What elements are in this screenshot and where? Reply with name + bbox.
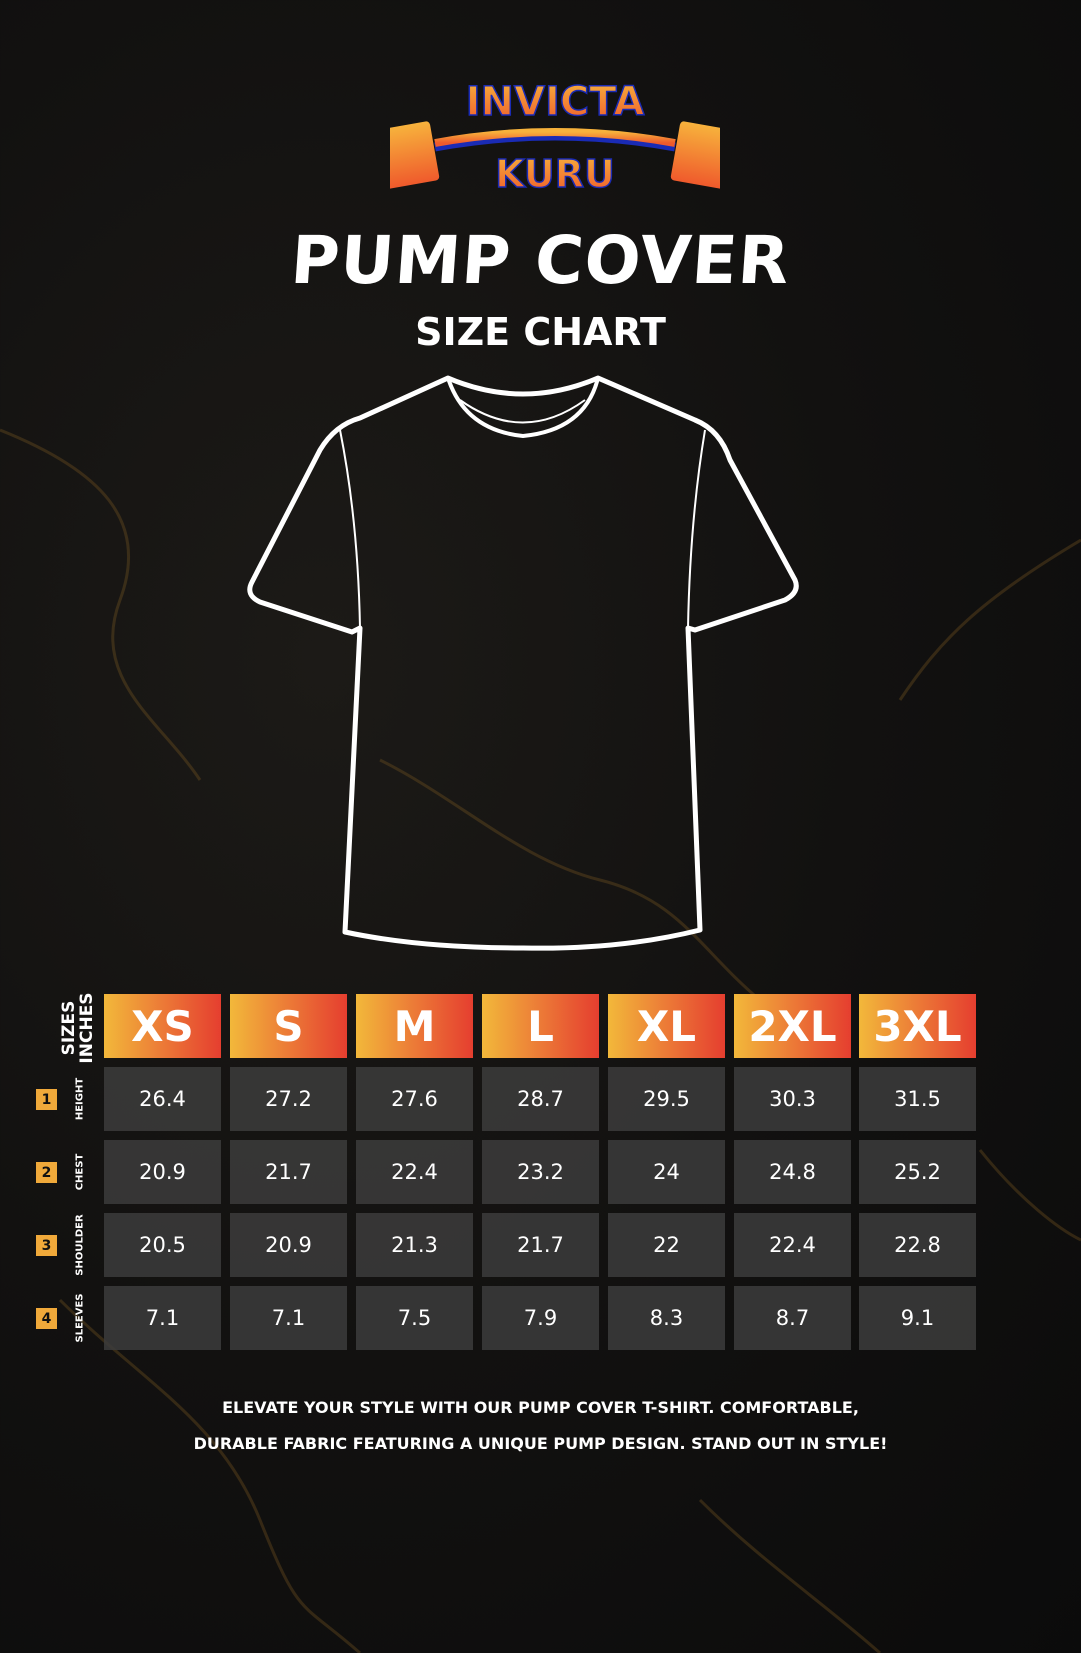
size-header-m: M [356,994,473,1058]
table-cell: 24.8 [734,1140,851,1204]
table-cell: 27.2 [230,1067,347,1131]
row-number-badge: 1 [36,1089,57,1110]
sizes-label: SIZES [59,1000,79,1056]
footer-line-2: DURABLE FABRIC FEATURING A UNIQUE PUMP D… [193,1434,888,1453]
table-cell: 7.9 [482,1286,599,1350]
page-title: PUMP COVER [288,222,793,299]
row-label-shoulder: SHOULDER [74,1214,86,1276]
row-number-badge: 3 [36,1235,57,1256]
table-cell: 28.7 [482,1067,599,1131]
size-header-xs: XS [104,994,221,1058]
t-shirt-outline [247,375,799,951]
table-cell: 22.4 [734,1213,851,1277]
invicta-kuru-logo: INVICTA KURU [390,78,720,197]
table-cell: 30.3 [734,1067,851,1131]
size-header-3xl: 3XL [859,994,976,1058]
table-cell: 7.5 [356,1286,473,1350]
table-cell: 26.4 [104,1067,221,1131]
table-cell: 23.2 [482,1140,599,1204]
table-cell: 20.9 [104,1140,221,1204]
table-cell: 22.8 [859,1213,976,1277]
table-cell: 29.5 [608,1067,725,1131]
table-cell: 8.3 [608,1286,725,1350]
size-header-s: S [230,994,347,1058]
row-label-height: HEIGHT [74,1077,86,1121]
svg-text:KURU: KURU [495,152,615,196]
svg-text:INVICTA: INVICTA [466,79,645,125]
size-header-2xl: 2XL [734,994,851,1058]
size-header-xl: XL [608,994,725,1058]
table-corner-label: SIZES INCHES [59,992,97,1064]
page-subtitle: SIZE CHART [415,310,666,354]
table-cell: 9.1 [859,1286,976,1350]
table-cell: 24 [608,1140,725,1204]
table-cell: 22.4 [356,1140,473,1204]
size-header-l: L [482,994,599,1058]
row-number-badge: 2 [36,1162,57,1183]
table-cell: 21.7 [482,1213,599,1277]
table-cell: 21.3 [356,1213,473,1277]
row-label-sleeves: SLEEVES [74,1293,86,1343]
table-cell: 22 [608,1213,725,1277]
table-cell: 8.7 [734,1286,851,1350]
table-cell: 25.2 [859,1140,976,1204]
table-cell: 31.5 [859,1067,976,1131]
table-cell: 7.1 [230,1286,347,1350]
table-cell: 21.7 [230,1140,347,1204]
table-cell: 20.9 [230,1213,347,1277]
inches-label: INCHES [77,992,97,1064]
footer-line-1: ELEVATE YOUR STYLE WITH OUR PUMP COVER T… [222,1398,859,1417]
table-cell: 7.1 [104,1286,221,1350]
table-cell: 20.5 [104,1213,221,1277]
row-number-badge: 4 [36,1308,57,1329]
row-label-chest: CHEST [74,1153,86,1191]
table-cell: 27.6 [356,1067,473,1131]
